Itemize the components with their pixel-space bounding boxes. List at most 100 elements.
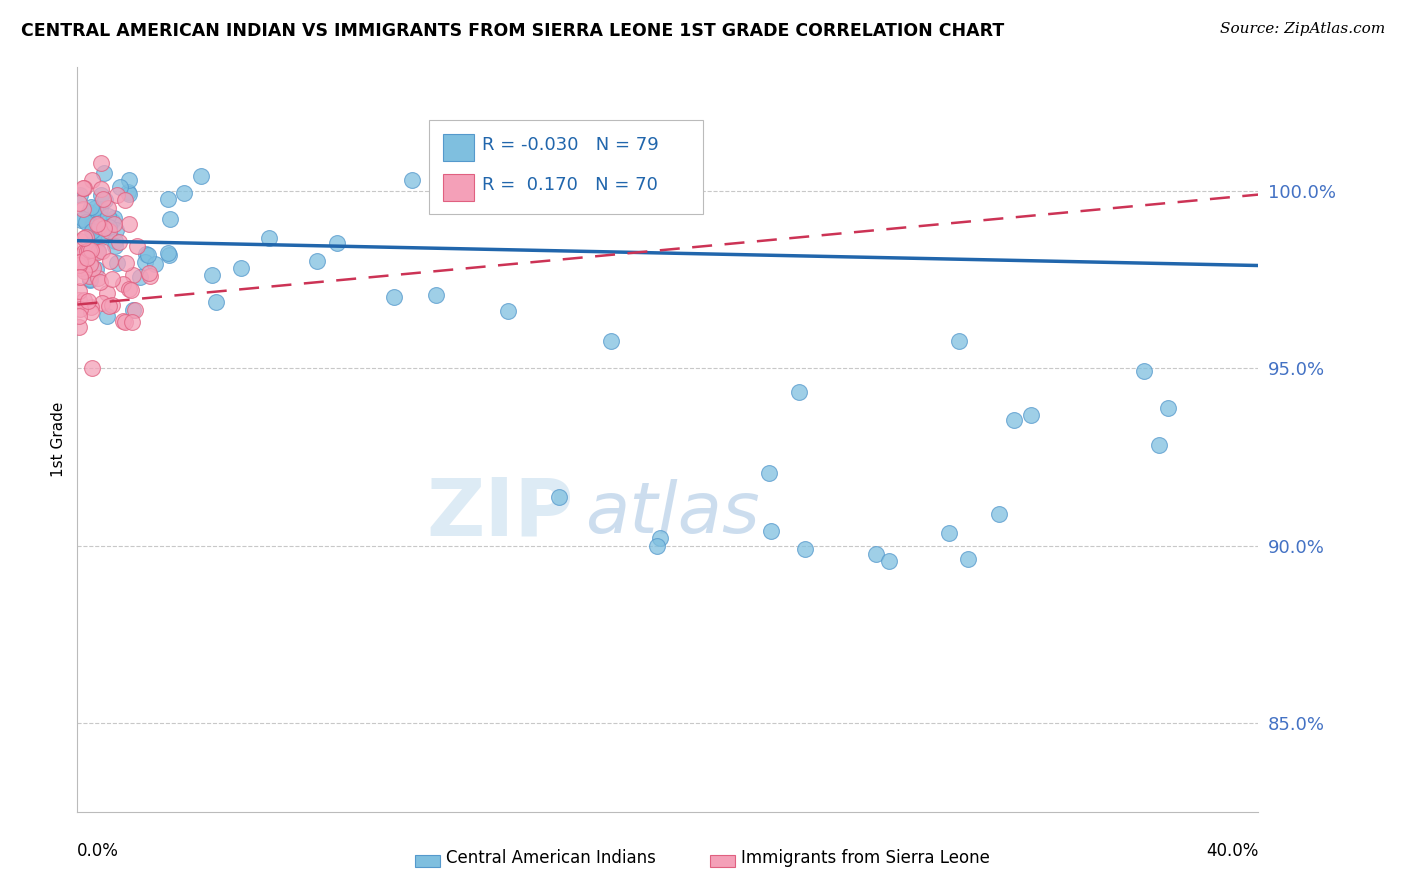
Point (82, 219, 104, 234)
Point (173, 186, 195, 201)
Point (127, 238, 149, 252)
Point (114, 256, 136, 270)
Point (77, 249, 100, 263)
Point (97, 224, 120, 238)
Point (1019, 408, 1042, 422)
Text: Central American Indians: Central American Indians (446, 849, 655, 867)
Point (1147, 438, 1170, 452)
Point (90, 182, 112, 196)
Point (200, 268, 222, 282)
Point (76, 244, 98, 258)
Point (67, 293, 90, 308)
Text: ZIP: ZIP (426, 475, 574, 553)
Point (103, 217, 125, 231)
Point (114, 193, 136, 207)
Point (257, 231, 280, 245)
Point (70, 212, 93, 227)
Point (80, 243, 103, 257)
Text: Immigrants from Sierra Leone: Immigrants from Sierra Leone (741, 849, 990, 867)
Text: Source: ZipAtlas.com: Source: ZipAtlas.com (1219, 22, 1385, 37)
Point (76, 251, 98, 265)
Point (648, 531, 671, 545)
Point (139, 268, 162, 283)
Point (87, 245, 110, 260)
Point (89, 275, 111, 289)
Point (89, 231, 111, 245)
Point (91, 244, 114, 258)
Text: 40.0%: 40.0% (1206, 841, 1258, 860)
Point (205, 295, 228, 310)
Point (105, 188, 128, 202)
Point (75, 215, 97, 229)
Point (117, 185, 139, 199)
Point (83, 234, 105, 248)
Text: R =  0.170   N = 70: R = 0.170 N = 70 (482, 176, 658, 194)
Point (128, 269, 150, 284)
Point (73, 181, 96, 195)
Point (94, 193, 117, 207)
Point (124, 303, 146, 318)
Point (82, 224, 104, 238)
Point (159, 212, 181, 227)
Point (1002, 413, 1025, 427)
Point (89, 202, 111, 216)
Point (69, 270, 91, 285)
Point (138, 266, 160, 280)
Point (111, 277, 134, 291)
Point (93, 221, 115, 235)
Point (98, 299, 121, 313)
Point (80, 305, 103, 319)
Point (305, 253, 328, 268)
Point (83, 201, 105, 215)
Point (77, 293, 100, 308)
Point (103, 211, 125, 225)
Point (101, 214, 124, 228)
Y-axis label: 1st Grade: 1st Grade (51, 401, 66, 477)
Point (79, 200, 101, 214)
Point (143, 257, 166, 271)
Point (73, 249, 96, 263)
Point (82, 173, 104, 187)
Point (67, 310, 90, 324)
Point (1157, 401, 1180, 416)
Point (98, 254, 121, 268)
Point (401, 173, 423, 187)
Point (75, 230, 97, 244)
Point (498, 304, 520, 318)
Point (97, 210, 120, 224)
Point (121, 315, 143, 329)
Point (787, 385, 810, 400)
Point (645, 539, 668, 553)
Point (87, 270, 110, 285)
Point (425, 288, 447, 302)
Point (118, 173, 141, 187)
Point (69, 255, 91, 269)
Point (105, 256, 128, 270)
Point (67, 258, 90, 272)
Point (90, 188, 112, 202)
Point (429, 186, 451, 201)
Point (82, 218, 104, 232)
Point (157, 246, 180, 260)
Point (548, 490, 571, 504)
Point (77, 205, 100, 219)
Point (325, 235, 347, 250)
Point (69, 302, 91, 317)
Point (120, 283, 142, 297)
Point (91, 295, 114, 310)
Point (86, 262, 108, 277)
Point (101, 272, 124, 286)
Point (107, 235, 129, 250)
Point (79, 272, 101, 286)
Point (118, 186, 141, 201)
Point (136, 248, 159, 262)
Point (97, 220, 120, 235)
Point (104, 223, 127, 237)
Point (190, 169, 212, 183)
Point (90, 227, 112, 242)
Point (90, 156, 112, 170)
Point (122, 268, 145, 282)
Text: 0.0%: 0.0% (77, 841, 120, 860)
Point (111, 314, 134, 328)
Point (948, 334, 970, 349)
